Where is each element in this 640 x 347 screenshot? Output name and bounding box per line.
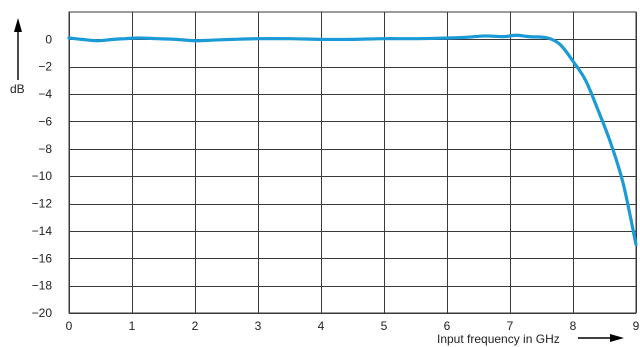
y-tick-label: −4: [38, 87, 52, 101]
y-tick-label: −12: [32, 197, 53, 211]
x-tick-label: 7: [507, 319, 514, 333]
y-tick-labels: 0 −2 −4 −6 −8 −10 −12 −14 −16 −18 −20: [32, 32, 53, 320]
y-tick-label: −14: [32, 224, 53, 238]
series-group: [67, 33, 638, 247]
grid: [68, 11, 637, 314]
y-axis-label: dB: [10, 82, 25, 96]
y-tick-label: −18: [32, 279, 53, 293]
x-tick-label: 3: [255, 319, 262, 333]
plot-frame: [68, 11, 637, 314]
y-tick-label: 0: [45, 32, 52, 46]
x-tick-labels: 0 1 2 3 4 5 6 7 8 9: [66, 319, 640, 333]
x-tick-label: 4: [318, 319, 325, 333]
y-tick-label: −2: [38, 60, 52, 74]
y-tick-label: −16: [32, 251, 53, 265]
series-line: [67, 33, 638, 247]
x-tick-label: 5: [381, 319, 388, 333]
x-tick-label: 8: [570, 319, 577, 333]
x-tick-label: 9: [633, 319, 640, 333]
y-tick-label: −20: [32, 306, 53, 320]
x-tick-label: 2: [192, 319, 199, 333]
x-tick-label: 0: [66, 319, 73, 333]
y-tick-label: −8: [38, 142, 52, 156]
y-tick-label: −10: [32, 169, 53, 183]
x-axis-arrow-head: [610, 334, 624, 342]
y-axis-arrow-head: [14, 18, 22, 32]
x-tick-label: 6: [444, 319, 451, 333]
x-axis-label: Input frequency in GHz: [437, 332, 560, 346]
x-tick-label: 1: [129, 319, 136, 333]
y-tick-label: −6: [38, 114, 52, 128]
